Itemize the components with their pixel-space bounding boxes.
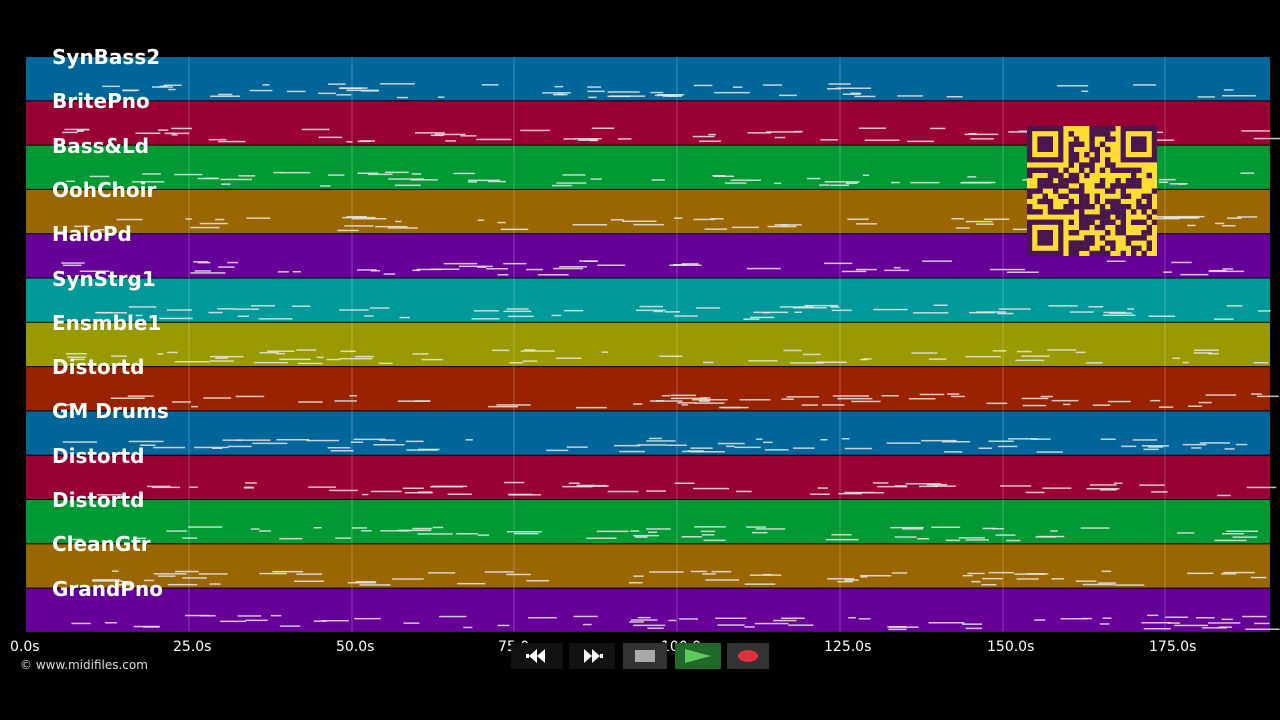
rewind-button[interactable]: [511, 643, 563, 669]
track-label: GrandPno: [52, 576, 163, 601]
timeline-tick: 150.0s: [987, 639, 1035, 655]
track-notes: [72, 526, 1259, 542]
track-label: Bass&Ld: [52, 133, 150, 158]
record-button[interactable]: [727, 643, 769, 669]
track-label: Distortd: [52, 355, 145, 380]
stop-button[interactable]: [623, 643, 667, 669]
timeline-tick: 125.0s: [824, 639, 872, 655]
track-label: OohChoir: [52, 177, 157, 202]
track-lane: [26, 322, 1270, 367]
track-notes: [62, 127, 1280, 143]
track-notes: [65, 349, 1269, 365]
track-notes: [61, 260, 1245, 276]
fast-forward-icon: [584, 649, 603, 663]
track-lane: [26, 500, 1270, 544]
track-label: BritePno: [52, 89, 150, 114]
track-label: HaloPd: [52, 222, 132, 247]
fast-forward-button[interactable]: [569, 643, 615, 669]
piano-roll: [26, 57, 1280, 632]
track-lane: [26, 57, 1270, 101]
play-icon: [685, 649, 711, 663]
track-label: SynStrg1: [52, 266, 156, 291]
track-lane: [26, 367, 1270, 411]
track-notes: [71, 614, 1280, 631]
timeline-tick: 25.0s: [173, 639, 212, 655]
record-icon: [738, 650, 758, 662]
track-notes: [91, 570, 1267, 586]
timeline-tick: 175.0s: [1149, 639, 1197, 655]
track-label: Distortd: [52, 488, 145, 512]
track-lane: [26, 411, 1270, 455]
track-notes: [95, 304, 1271, 320]
track-notes: [61, 393, 1279, 409]
qr-code-icon: [1027, 126, 1158, 257]
track-notes: [74, 215, 1258, 232]
track-label: CleanGtr: [52, 532, 151, 557]
track-notes: [97, 481, 1277, 497]
timeline-tick: 50.0s: [336, 639, 375, 655]
rewind-icon: [526, 649, 545, 663]
timeline-tick: 0.0s: [10, 639, 40, 655]
track-notes: [62, 437, 1248, 453]
track-lane: [26, 455, 1270, 499]
track-lane: [26, 278, 1270, 322]
copyright-text: © www.midifiles.com: [20, 658, 148, 672]
track-lane: [26, 544, 1270, 588]
track-label: GM Drums: [52, 399, 169, 424]
track-label: SynBass2: [52, 45, 161, 69]
track-notes: [102, 83, 1256, 99]
track-label: Distortd: [52, 443, 145, 468]
stop-icon: [635, 650, 655, 662]
play-button[interactable]: [675, 643, 721, 669]
track-label: Ensmble1: [52, 310, 162, 335]
